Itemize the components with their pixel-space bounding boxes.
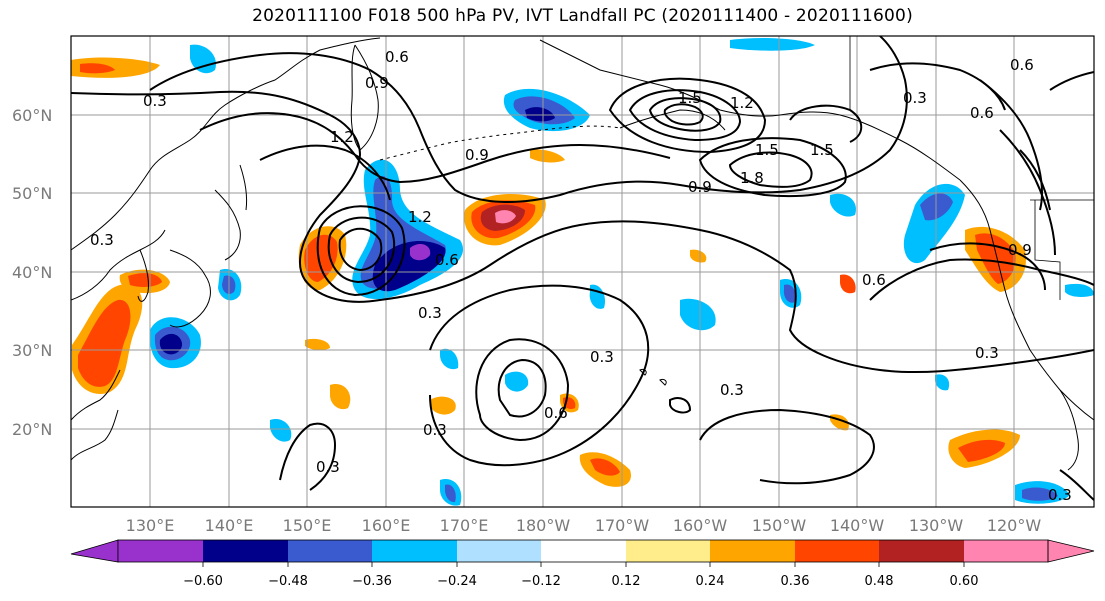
latitude-labels: 60°N 50°N 40°N 30°N 20°N <box>12 106 52 439</box>
colorbar-segment <box>795 540 879 562</box>
colorbar-segment <box>288 540 372 562</box>
lon-label: 160°W <box>673 516 728 535</box>
colorbar-tick-label: −0.36 <box>352 574 392 589</box>
contour-label: 0.6 <box>862 271 886 289</box>
lon-label: 150°W <box>752 516 807 535</box>
colorbar-tick-label: 0.24 <box>696 574 725 589</box>
contour-label: 0.6 <box>435 251 459 269</box>
contour-label: 0.3 <box>143 92 167 110</box>
lon-label: 130°W <box>909 516 964 535</box>
colorbar-left-extension <box>70 539 119 563</box>
contour-label: 0.3 <box>1048 486 1072 504</box>
colorbar-segment <box>203 540 288 562</box>
colorbar-tick-label: 0.12 <box>612 574 641 589</box>
contour-label: 0.6 <box>385 48 409 66</box>
contour-label: 0.3 <box>975 344 999 362</box>
contour-label: 0.9 <box>1008 241 1032 259</box>
colorbar-tick-label: −0.24 <box>437 574 477 589</box>
contour-label: 0.3 <box>423 421 447 439</box>
colorbar-segment <box>372 540 457 562</box>
lon-label: 150°E <box>283 516 332 535</box>
contour-label: 1.5 <box>678 89 702 107</box>
lon-label: 170°E <box>440 516 489 535</box>
colorbar-tick-label: −0.48 <box>268 574 308 589</box>
contour-label: 0.6 <box>544 404 568 422</box>
lon-label: 120°W <box>987 516 1042 535</box>
pv-contours <box>71 36 1094 501</box>
contour-label: 1.5 <box>755 141 779 159</box>
colorbar-segment <box>541 540 626 562</box>
colorbar-segment <box>118 540 203 562</box>
contour-label: 0.3 <box>720 381 744 399</box>
contour-label: 1.2 <box>408 208 432 226</box>
colorbar-tick-label: 0.36 <box>781 574 810 589</box>
lat-label: 40°N <box>12 263 52 282</box>
colorbar-tick-label: −0.60 <box>183 574 223 589</box>
contour-label: 0.9 <box>688 178 712 196</box>
colorbar-segment <box>457 540 541 562</box>
colorbar-ticks <box>202 562 965 567</box>
colorbar-right-extension <box>1047 539 1095 563</box>
lon-label: 170°W <box>595 516 650 535</box>
lat-label: 60°N <box>12 106 52 125</box>
colorbar-segment <box>710 540 795 562</box>
colorbar-segment <box>879 540 964 562</box>
longitude-labels: 130°E 140°E 150°E 160°E 170°E 180°W 170°… <box>126 516 1042 535</box>
lon-label: 130°E <box>126 516 175 535</box>
lon-label: 160°E <box>362 516 411 535</box>
lat-label: 20°N <box>12 420 52 439</box>
map-title: 2020111100 F018 500 hPa PV, IVT Landfall… <box>252 6 913 26</box>
contour-label: 0.3 <box>903 89 927 107</box>
colorbar-segment <box>626 540 710 562</box>
lon-label: 180°W <box>516 516 571 535</box>
contour-label: 0.3 <box>590 348 614 366</box>
contour-label: 1.2 <box>730 94 754 112</box>
contour-labels: 0.3 0.6 0.9 1.2 1.5 1.8 0.3 0.6 0.9 1.2 … <box>90 48 1072 504</box>
lon-label: 140°W <box>830 516 885 535</box>
colorbar-tick-label: 0.48 <box>865 574 894 589</box>
contour-label: 0.6 <box>970 104 994 122</box>
colorbar-tick-label: 0.60 <box>950 574 979 589</box>
contour-label: 0.6 <box>1010 56 1034 74</box>
map-gridlines <box>71 36 1094 507</box>
colorbar-tick-labels: −0.60 −0.48 −0.36 −0.24 −0.12 0.12 0.24 … <box>183 574 978 589</box>
contour-label: 1.5 <box>810 141 834 159</box>
colorbar-tick-label: −0.12 <box>521 574 561 589</box>
contour-label: 0.9 <box>465 146 489 164</box>
contour-label: 0.3 <box>316 458 340 476</box>
lon-label: 140°E <box>205 516 254 535</box>
colorbar: −0.60 −0.48 −0.36 −0.24 −0.12 0.12 0.24 … <box>70 539 1095 589</box>
map-frame <box>70 35 1095 508</box>
colorbar-segment <box>964 540 1048 562</box>
colorbar-frame <box>117 539 1049 563</box>
contour-label: 1.2 <box>330 128 354 146</box>
contour-label: 0.3 <box>90 231 114 249</box>
lat-label: 50°N <box>12 184 52 203</box>
contour-label: 0.9 <box>365 74 389 92</box>
map-panel: 0.3 0.6 0.9 1.2 1.5 1.8 0.3 0.6 0.9 1.2 … <box>70 35 1095 508</box>
contour-label: 0.3 <box>418 304 442 322</box>
lat-label: 30°N <box>12 341 52 360</box>
contour-label: 1.8 <box>740 169 764 187</box>
